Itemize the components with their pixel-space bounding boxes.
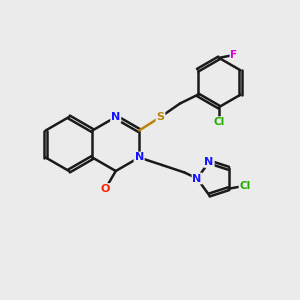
Text: Cl: Cl: [239, 181, 251, 191]
Text: N: N: [134, 152, 144, 163]
Text: O: O: [100, 184, 110, 194]
Text: N: N: [205, 157, 214, 167]
Text: N: N: [111, 112, 120, 122]
Text: F: F: [230, 50, 238, 60]
Text: Cl: Cl: [213, 117, 225, 127]
Text: S: S: [157, 112, 164, 122]
Text: N: N: [193, 173, 202, 184]
